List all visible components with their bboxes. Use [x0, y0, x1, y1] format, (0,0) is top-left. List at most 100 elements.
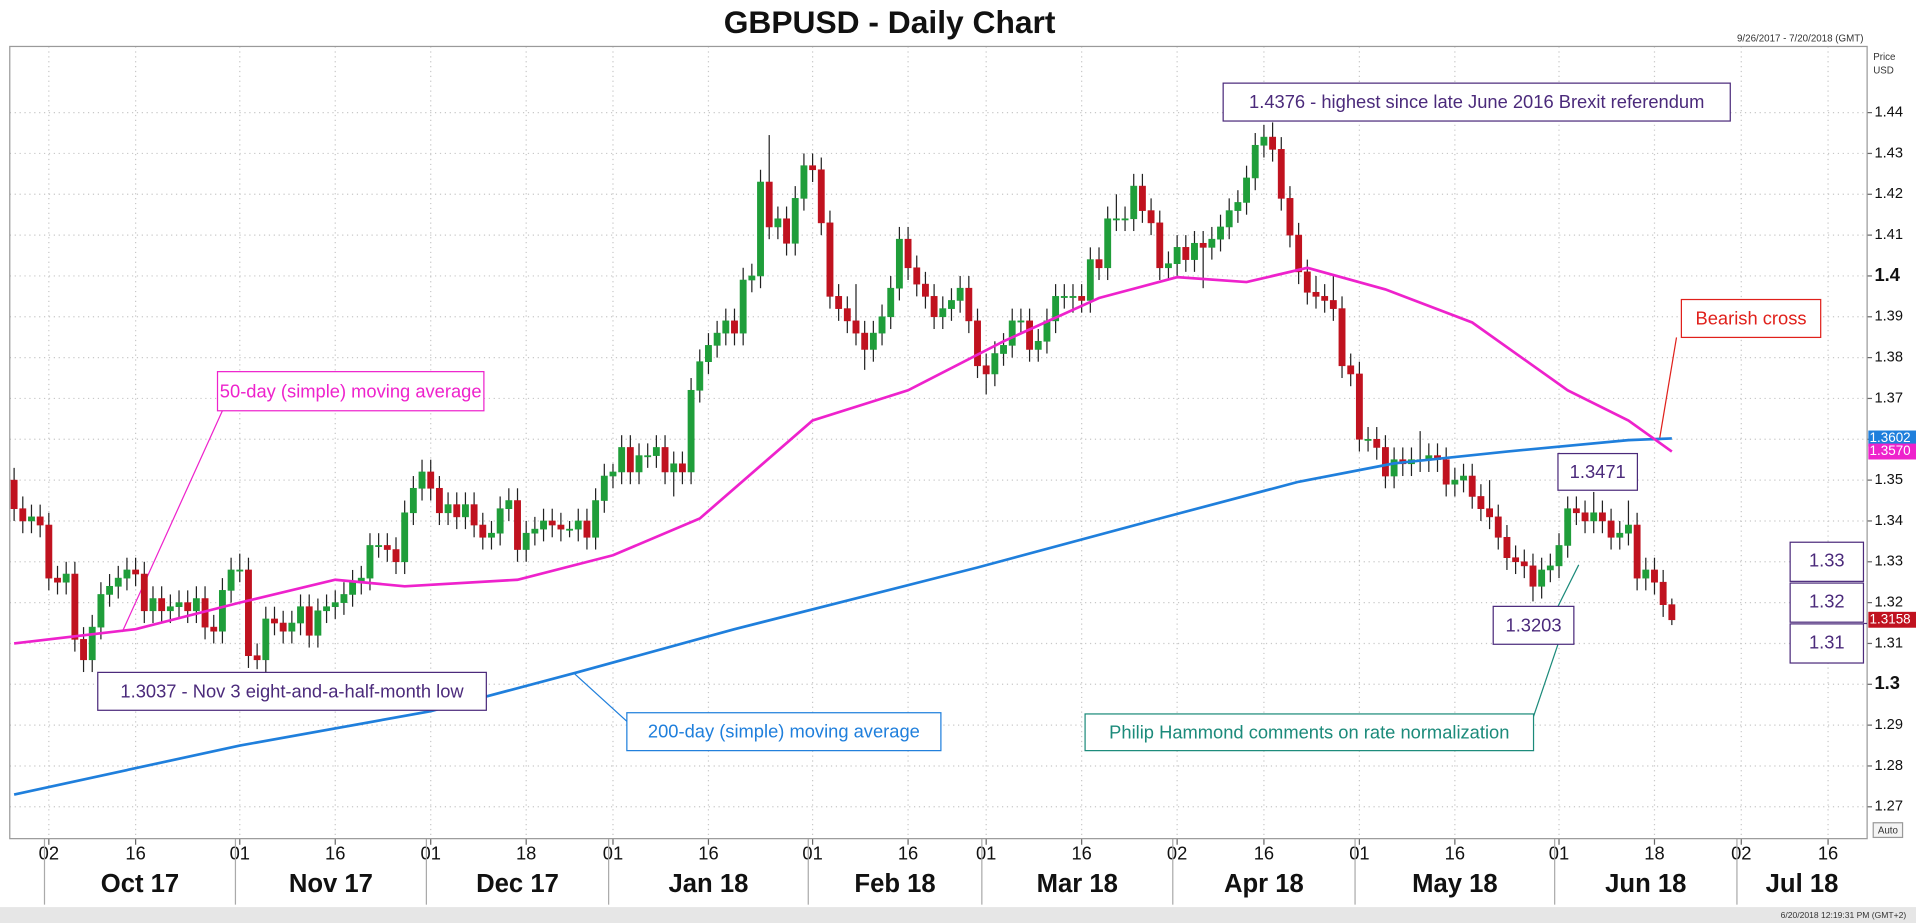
candle-body: [670, 463, 678, 473]
annotation-box: [1222, 82, 1731, 122]
candle-body: [106, 585, 114, 595]
candle-body: [366, 545, 374, 579]
candle-body: [930, 296, 938, 318]
x-tick-label: 18: [1644, 842, 1664, 863]
candle-body: [488, 532, 495, 538]
grid: 1.271.281.291.31.311.321.331.341.351.361…: [9, 46, 1903, 905]
leader-line: [573, 673, 628, 722]
candle-body: [210, 626, 218, 632]
candle-body: [305, 606, 313, 636]
candle-body: [1668, 604, 1676, 621]
candle-body: [1191, 242, 1198, 260]
candle-body: [1130, 185, 1138, 220]
annotation-box: [216, 371, 485, 412]
candle-body: [1486, 508, 1494, 518]
candle-body: [661, 447, 669, 473]
candle-body: [401, 512, 409, 563]
candle-body: [297, 606, 304, 624]
candle-body: [1034, 340, 1042, 350]
x-tick-label: 16: [125, 842, 145, 863]
candle-body: [1572, 508, 1580, 514]
candle-body: [1625, 524, 1632, 534]
candle-body: [1217, 226, 1224, 240]
candle-body: [1112, 218, 1120, 221]
candle-body: [1052, 296, 1060, 322]
candle-body: [696, 361, 704, 391]
candle-body: [435, 487, 443, 514]
candle-body: [861, 332, 869, 350]
candle-body: [1581, 512, 1589, 522]
candle-body: [878, 316, 886, 334]
candle-body: [88, 626, 96, 661]
moving-average-line: [13, 266, 1673, 645]
candle-body: [531, 528, 539, 534]
candle-body: [331, 602, 339, 608]
annotation-box: [1557, 452, 1639, 491]
y-tick-label: 1.38: [1874, 349, 1903, 365]
annotation-box: [626, 712, 942, 752]
auto-button[interactable]: [1872, 822, 1904, 839]
candle-body: [982, 365, 990, 375]
month-label: May 18: [1412, 870, 1498, 898]
candle-body: [522, 532, 530, 550]
candle-body: [600, 475, 608, 501]
month-label: Dec 17: [476, 870, 559, 898]
candle-body: [175, 602, 183, 608]
candle-body: [470, 504, 478, 526]
candle-body: [1295, 234, 1303, 273]
candle-body: [1069, 296, 1077, 298]
leader-line: [1557, 564, 1580, 607]
month-label: Jan 18: [669, 870, 749, 898]
candle-body: [1373, 438, 1381, 448]
candle-body: [904, 238, 912, 269]
candle-body: [1460, 475, 1467, 481]
auto-button-label[interactable]: Auto: [1878, 825, 1899, 836]
y-tick-label: 1.33: [1874, 554, 1903, 570]
candle-body: [1286, 198, 1294, 236]
y-tick-label: 1.4: [1874, 264, 1900, 285]
price-tag: [1868, 443, 1916, 460]
level-label: 1.31: [1809, 631, 1845, 652]
x-tick-label: 01: [603, 842, 623, 863]
x-tick-label: 02: [1167, 842, 1187, 863]
annotation: 1.3037 - Nov 3 eight-and-a-half-month lo…: [120, 680, 464, 701]
candle-body: [1381, 447, 1389, 477]
candle-body: [592, 500, 600, 538]
y-tick-label: 1.41: [1874, 227, 1903, 243]
annotation-box: [1492, 605, 1575, 645]
candle-body: [418, 471, 426, 489]
candle-body: [349, 581, 357, 595]
candle-body: [19, 508, 27, 522]
x-tick-label: 01: [976, 842, 996, 863]
candle-body: [444, 504, 452, 514]
candle-body: [1642, 569, 1650, 579]
candle-body: [1520, 561, 1528, 567]
candle-body: [1564, 508, 1572, 546]
candle-body: [991, 353, 999, 375]
candle-body: [1234, 202, 1242, 211]
level-label: 1.32: [1809, 590, 1845, 611]
candle-body: [826, 222, 834, 297]
candle-body: [80, 639, 87, 661]
annotation-box: [1084, 713, 1535, 752]
candle-body: [713, 332, 721, 346]
x-tick-label: 16: [1071, 842, 1091, 863]
candle-body: [505, 500, 513, 510]
candle-body: [705, 345, 712, 363]
candle-body: [1156, 222, 1164, 269]
annotation-box: [1680, 298, 1822, 339]
annotation: Philip Hammond comments on rate normaliz…: [1109, 721, 1509, 742]
y-tick-label: 1.27: [1874, 799, 1903, 815]
candle-body: [288, 622, 296, 632]
y-tick-label: 1.42: [1874, 186, 1903, 202]
candle-body: [1138, 185, 1146, 211]
candle-body: [262, 618, 270, 661]
x-tick-label: 01: [802, 842, 822, 863]
candle-body: [1182, 247, 1190, 260]
annotation: 50-day (simple) moving average: [220, 380, 482, 401]
x-tick-label: 01: [1349, 842, 1369, 863]
candle-body: [843, 308, 851, 322]
candle-body: [236, 569, 244, 572]
month-label: Jun 18: [1605, 870, 1686, 898]
candle-body: [323, 606, 330, 612]
